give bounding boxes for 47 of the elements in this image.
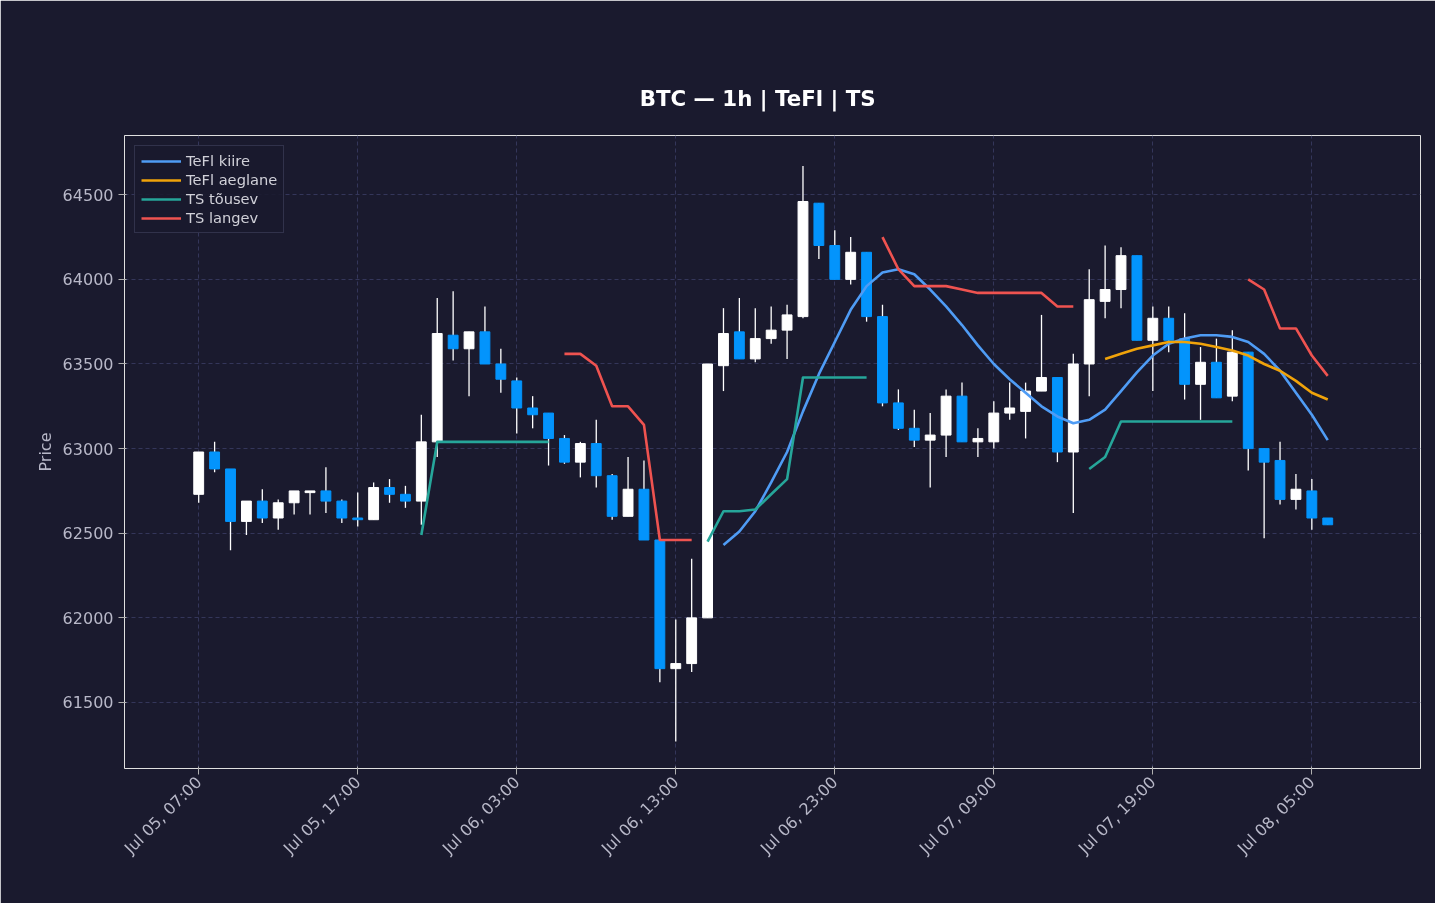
- candlestick: [272, 498, 284, 531]
- candlestick: [1147, 305, 1159, 392]
- line-series: [722, 267, 1330, 547]
- candlestick: [304, 490, 316, 516]
- legend-label: TS tõusev: [186, 190, 259, 207]
- candlestick: [352, 491, 364, 528]
- y-tick-label: 64000: [62, 270, 114, 290]
- legend-label: TS langev: [186, 209, 259, 226]
- candlestick: [527, 395, 539, 429]
- candlestick: [765, 305, 777, 345]
- candlestick: [463, 331, 475, 397]
- candlestick: [908, 409, 920, 448]
- candlestick: [781, 304, 793, 360]
- candlestick: [209, 441, 221, 473]
- candlestick: [256, 488, 268, 524]
- candlestick: [1099, 244, 1111, 319]
- candlestick: [240, 500, 252, 536]
- candlestick: [1290, 473, 1302, 511]
- y-tick-label: 64500: [62, 185, 114, 205]
- candlestick: [972, 427, 984, 458]
- candlestick: [384, 478, 395, 504]
- candlestick: [670, 618, 682, 743]
- candlestick: [1036, 314, 1047, 392]
- candlestick: [320, 466, 332, 514]
- candlestick: [559, 434, 570, 465]
- candlestick: [1163, 305, 1175, 353]
- candlestick: [336, 498, 348, 524]
- candlestick: [447, 290, 459, 362]
- candlestick: [288, 490, 300, 516]
- candlestick: [1195, 346, 1206, 421]
- legend-label: TeFl kiire: [186, 152, 250, 169]
- candlestick: [1258, 447, 1270, 539]
- candlestick: [495, 348, 507, 394]
- candlestick: [924, 412, 936, 489]
- y-axis-title: Price: [35, 432, 55, 472]
- y-tick-label: 61500: [62, 693, 114, 713]
- y-tick-label: 62000: [62, 608, 114, 628]
- candlestick: [749, 307, 761, 363]
- y-tick-label: 63500: [62, 354, 114, 374]
- chart-title: BTC — 1h | TeFl | TS: [639, 85, 876, 112]
- y-tick-label: 62500: [62, 524, 114, 544]
- candlestick: [1004, 381, 1016, 421]
- candlestick: [1020, 381, 1032, 440]
- candlestick: [400, 485, 411, 509]
- y-tick-label: 63000: [62, 439, 114, 459]
- candlestick: [574, 441, 586, 479]
- legend-label: TeFl aeglane: [186, 171, 278, 188]
